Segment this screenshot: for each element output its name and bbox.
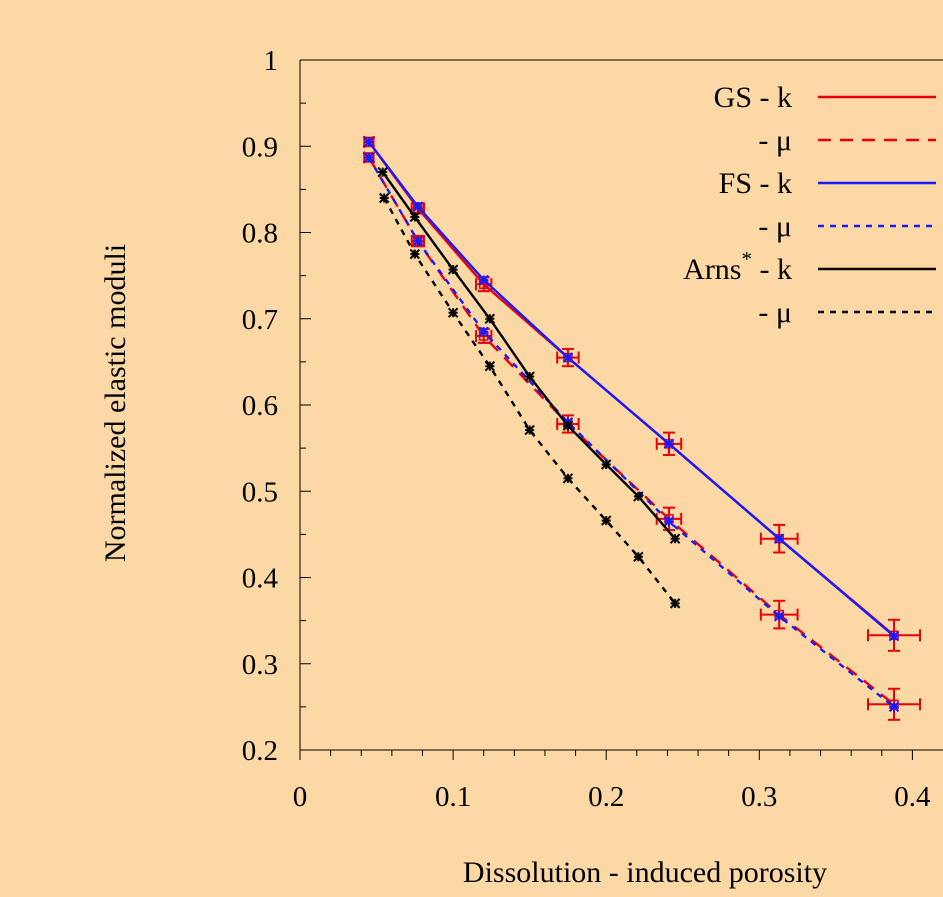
series-2 [363,136,900,642]
series-line [383,197,677,605]
error-bar [556,414,580,434]
y-tick-label: 0.2 [242,735,278,767]
y-tick-label: 1 [264,45,279,77]
legend-item: - μ [758,124,936,157]
y-tick-label: 0.3 [242,649,278,681]
x-tick-label: 0 [293,781,308,813]
x-tick-label: 0.1 [435,781,471,813]
legend-item: - μ [758,210,936,243]
legend-label: GS - k [714,81,792,114]
series-5 [378,192,681,609]
y-tick-label: 0.7 [242,304,278,336]
y-tick-label: 0.4 [242,563,279,595]
legend: GS - k - μ FS - k - μ Arns* - k - μ [683,81,936,329]
x-tick-label: 0.2 [588,781,624,813]
x-axis: 0 0.1 0.2 0.3 0.4 [293,750,931,813]
legend-suffix: - k [752,253,792,286]
y-tick-label: 0.9 [242,131,278,163]
y-axis-label: Normalized elastic moduli [99,244,132,562]
series-4 [377,166,681,544]
y-tick-label: 0.8 [242,218,278,250]
legend-item: GS - k [714,81,936,114]
x-tick-label: 0.3 [741,781,777,813]
error-bar [655,431,683,457]
legend-item: Arns* - k [683,247,936,286]
legend-label: Arns* - k [683,247,792,286]
series-layer [362,135,922,721]
y-tick-label: 0.6 [242,390,278,422]
legend-label: FS - k [719,167,792,200]
legend-item: FS - k [719,167,936,200]
y-tick-label: 0.5 [242,476,278,508]
legend-label: - μ [758,296,792,329]
y-axis: 0.2 0.3 0.4 0.5 0.6 0.7 0.8 0.9 1 [242,45,311,767]
legend-label: - μ [758,210,792,243]
legend-superscript: * [742,247,753,271]
legend-item: - μ [758,296,936,329]
legend-label: - μ [758,124,792,157]
x-axis-label: Dissolution - induced porosity [463,856,827,889]
x-tick-label: 0.4 [894,781,931,813]
legend-label-text: Arns [683,253,741,286]
